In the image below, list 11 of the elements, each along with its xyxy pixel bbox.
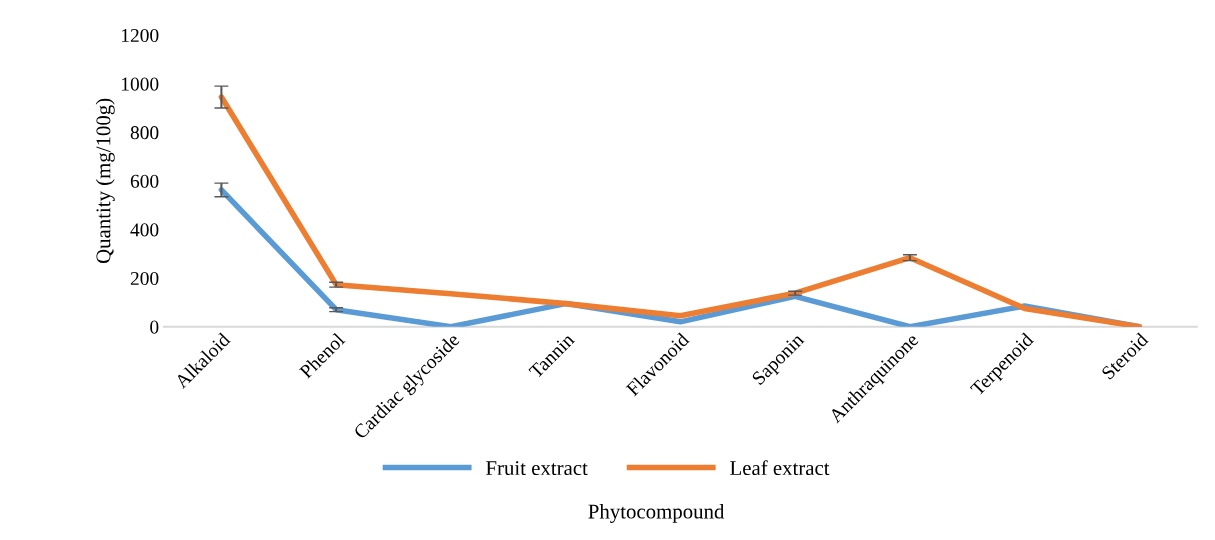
y-axis-title: Quantity (mg/100g): [95, 98, 115, 264]
legend-label: Fruit extract: [486, 461, 588, 476]
y-tick-label: 0: [150, 320, 159, 334]
x-axis-title: Phytocompound: [588, 503, 725, 523]
y-tick-label: 200: [130, 271, 159, 286]
y-tick-label: 800: [130, 126, 159, 140]
y-tick-label: 600: [130, 174, 159, 188]
y-tick-label: 400: [130, 223, 159, 237]
legend-label: Leaf extract: [730, 460, 830, 476]
y-tick-label: 1000: [121, 77, 159, 91]
y-tick-label: 1200: [121, 28, 159, 43]
